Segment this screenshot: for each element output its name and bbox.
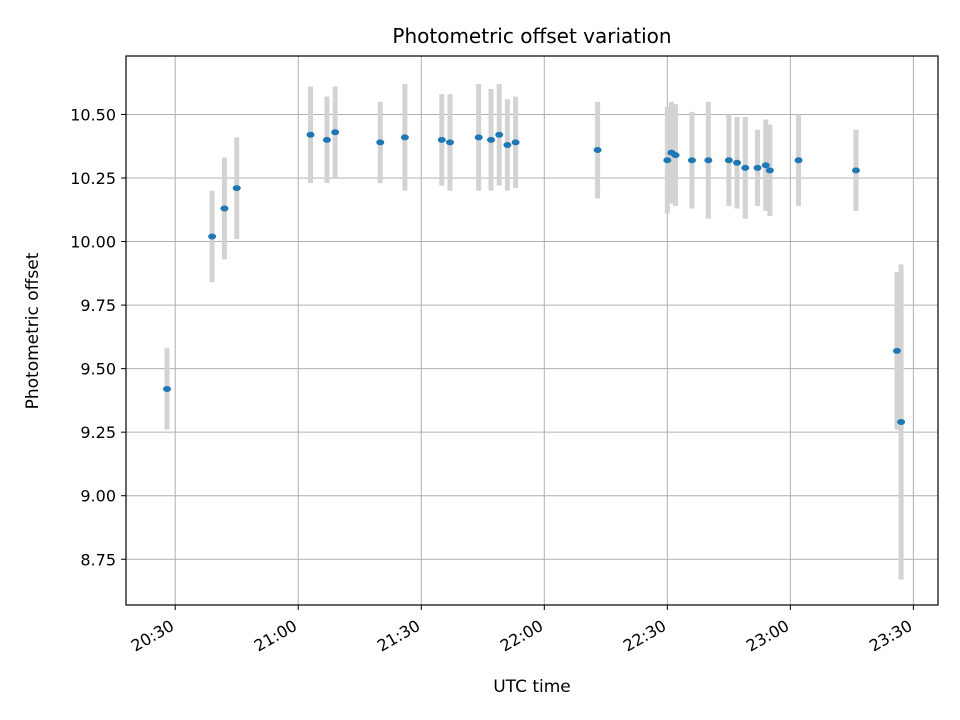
y-tick-label: 10.00 [70, 233, 116, 252]
data-point [503, 141, 512, 148]
x-axis-title: UTC time [493, 677, 571, 697]
y-axis-title: Photometric offset [23, 252, 43, 409]
data-point [208, 233, 217, 240]
data-point [232, 185, 241, 192]
data-point [220, 205, 229, 212]
data-point [753, 164, 762, 171]
data-point [892, 347, 901, 354]
data-point [437, 136, 446, 143]
grid [126, 56, 938, 605]
data-point [495, 131, 504, 138]
data-point [851, 167, 860, 174]
y-tick-label: 9.00 [80, 487, 116, 506]
data-point [400, 134, 409, 141]
data-point [794, 157, 803, 164]
plot-frame [125, 55, 939, 606]
data-point [445, 139, 454, 146]
data-point [331, 129, 340, 136]
y-tick-label: 9.75 [80, 296, 116, 315]
data-point [163, 385, 172, 392]
data-point [761, 162, 770, 169]
data-point [306, 131, 315, 138]
data-point [704, 157, 713, 164]
data-point [733, 159, 742, 166]
data-point [511, 139, 520, 146]
data-point [663, 157, 672, 164]
data-point [474, 134, 483, 141]
data-point [765, 167, 774, 174]
y-tick-label: 10.25 [70, 169, 116, 188]
data-point [671, 152, 680, 159]
chart-title: Photometric offset variation [392, 24, 671, 48]
data-point [687, 157, 696, 164]
data-point [741, 164, 750, 171]
y-tick-label: 9.50 [80, 360, 116, 379]
y-tick-label: 10.50 [70, 105, 116, 124]
y-tick-label: 8.75 [80, 550, 116, 569]
data-point [593, 147, 602, 154]
data-point [724, 157, 733, 164]
data-point [897, 419, 906, 425]
y-axis: 8.75 9.00 9.25 9.50 9.75 10.00 10.25 10.50 [70, 105, 126, 569]
data-point [376, 139, 385, 146]
y-tick-label: 9.25 [80, 423, 116, 442]
data-point [486, 136, 495, 143]
data-points [163, 129, 906, 425]
data-point [322, 136, 331, 143]
